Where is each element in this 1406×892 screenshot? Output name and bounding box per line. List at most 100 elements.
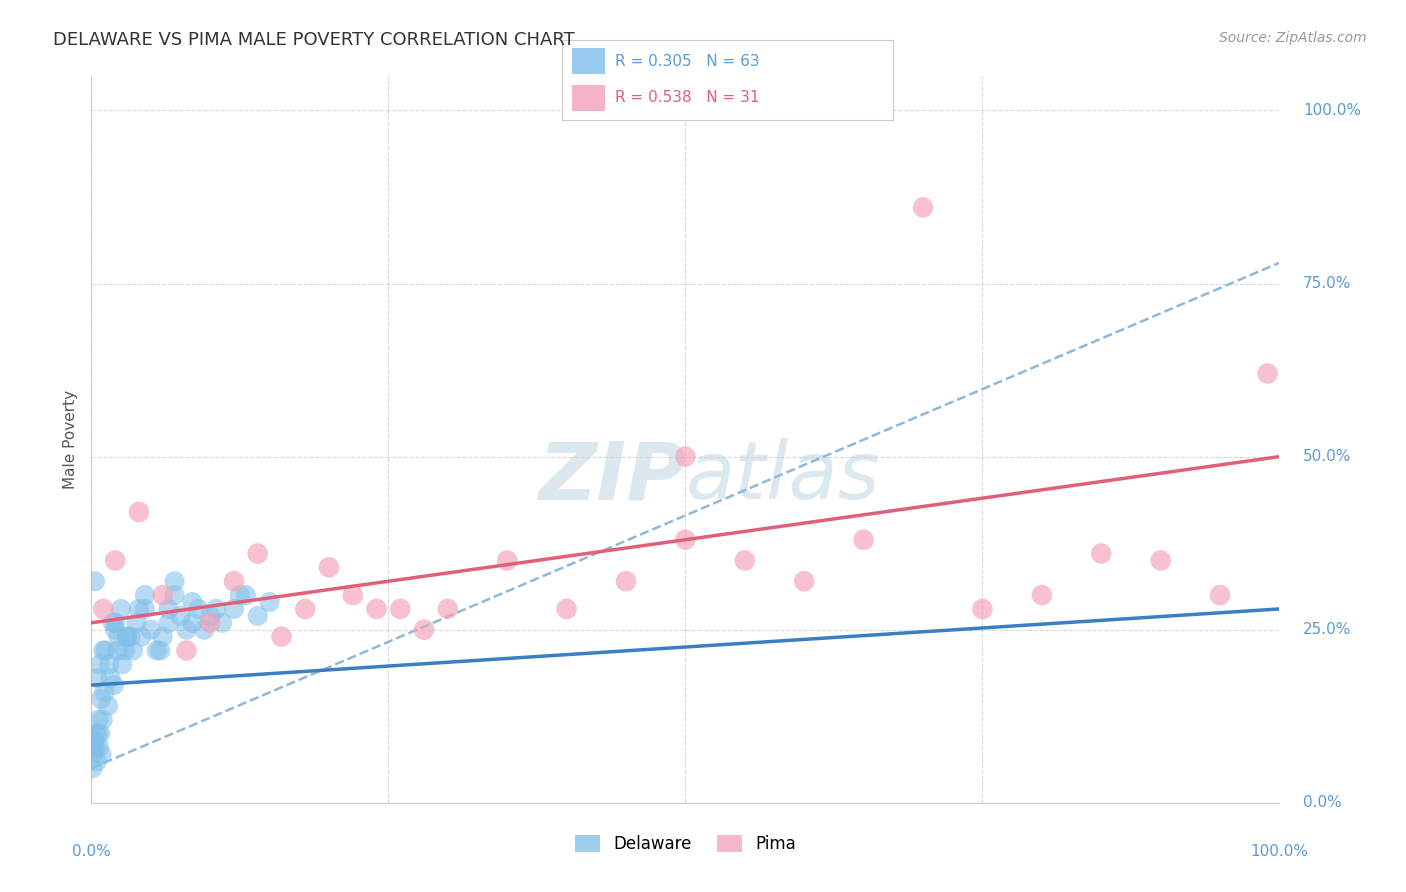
Point	[1149, 553, 1171, 567]
Point	[157, 602, 180, 616]
Point	[86, 754, 108, 768]
Point	[91, 602, 114, 616]
Point	[222, 602, 245, 616]
Point	[104, 623, 127, 637]
Point	[115, 630, 138, 644]
Text: Source: ZipAtlas.com: Source: ZipAtlas.com	[1219, 31, 1367, 45]
Text: 25.0%: 25.0%	[1303, 623, 1351, 637]
Point	[86, 671, 108, 685]
Point	[1031, 588, 1053, 602]
Text: ZIP: ZIP	[538, 438, 685, 516]
Point	[211, 615, 233, 630]
Point	[235, 588, 257, 602]
Point	[157, 615, 180, 630]
Point	[1090, 547, 1112, 561]
Point	[98, 657, 121, 672]
Text: atlas: atlas	[685, 438, 880, 516]
Point	[110, 602, 132, 616]
Point	[436, 602, 458, 616]
Point	[107, 630, 129, 644]
Point	[134, 588, 156, 602]
Point	[169, 608, 191, 623]
Bar	[572, 85, 606, 111]
Point	[187, 602, 209, 616]
Point	[84, 726, 107, 740]
Point	[115, 630, 138, 644]
Point	[366, 602, 388, 616]
Point	[114, 643, 136, 657]
Point	[614, 574, 637, 589]
Point	[91, 713, 114, 727]
Point	[163, 574, 186, 589]
Point	[84, 574, 107, 589]
Point	[389, 602, 412, 616]
Point	[149, 643, 172, 657]
Point	[89, 657, 111, 672]
Point	[145, 643, 167, 657]
Point	[972, 602, 994, 616]
Point	[128, 602, 150, 616]
Point	[134, 602, 156, 616]
Point	[87, 740, 110, 755]
Point	[152, 630, 174, 644]
Point	[90, 692, 112, 706]
Point	[100, 671, 122, 685]
Point	[496, 553, 519, 567]
Point	[101, 615, 124, 630]
Text: 0.0%: 0.0%	[1303, 796, 1341, 810]
Point	[125, 615, 148, 630]
Text: R = 0.538   N = 31: R = 0.538 N = 31	[616, 90, 759, 105]
Point	[94, 643, 117, 657]
Point	[89, 726, 111, 740]
Text: R = 0.305   N = 63: R = 0.305 N = 63	[616, 54, 759, 69]
Point	[128, 505, 150, 519]
Point	[181, 595, 204, 609]
Point	[176, 643, 198, 657]
Point	[104, 553, 127, 567]
Point	[555, 602, 578, 616]
Text: 100.0%: 100.0%	[1303, 103, 1361, 118]
Point	[83, 733, 105, 747]
Point	[107, 643, 129, 657]
Point	[673, 450, 696, 464]
Point	[793, 574, 815, 589]
Point	[87, 726, 110, 740]
Point	[294, 602, 316, 616]
Text: 75.0%: 75.0%	[1303, 276, 1351, 291]
Point	[200, 608, 222, 623]
Point	[193, 623, 215, 637]
Point	[200, 615, 222, 630]
Point	[413, 623, 436, 637]
Point	[97, 698, 120, 713]
Point	[122, 643, 145, 657]
Point	[129, 630, 152, 644]
Point	[229, 588, 252, 602]
Legend: Delaware, Pima: Delaware, Pima	[568, 829, 803, 860]
Point	[673, 533, 696, 547]
Point	[259, 595, 281, 609]
Text: 50.0%: 50.0%	[1303, 449, 1351, 464]
Point	[90, 747, 112, 762]
Y-axis label: Male Poverty: Male Poverty	[63, 390, 79, 489]
Point	[83, 740, 105, 755]
Text: DELAWARE VS PIMA MALE POVERTY CORRELATION CHART: DELAWARE VS PIMA MALE POVERTY CORRELATIO…	[53, 31, 575, 49]
Point	[205, 602, 228, 616]
Point	[181, 615, 204, 630]
Point	[87, 713, 110, 727]
Point	[176, 623, 198, 637]
Text: 100.0%: 100.0%	[1250, 845, 1309, 859]
Point	[1257, 367, 1279, 381]
Point	[111, 657, 134, 672]
Point	[734, 553, 756, 567]
Point	[1209, 588, 1232, 602]
Point	[82, 747, 104, 762]
Point	[163, 588, 186, 602]
Point	[120, 630, 142, 644]
Point	[911, 200, 934, 214]
Point	[342, 588, 364, 602]
Point	[318, 560, 340, 574]
Text: 0.0%: 0.0%	[72, 845, 111, 859]
Point	[246, 608, 269, 623]
Point	[246, 547, 269, 561]
Bar	[572, 48, 606, 74]
